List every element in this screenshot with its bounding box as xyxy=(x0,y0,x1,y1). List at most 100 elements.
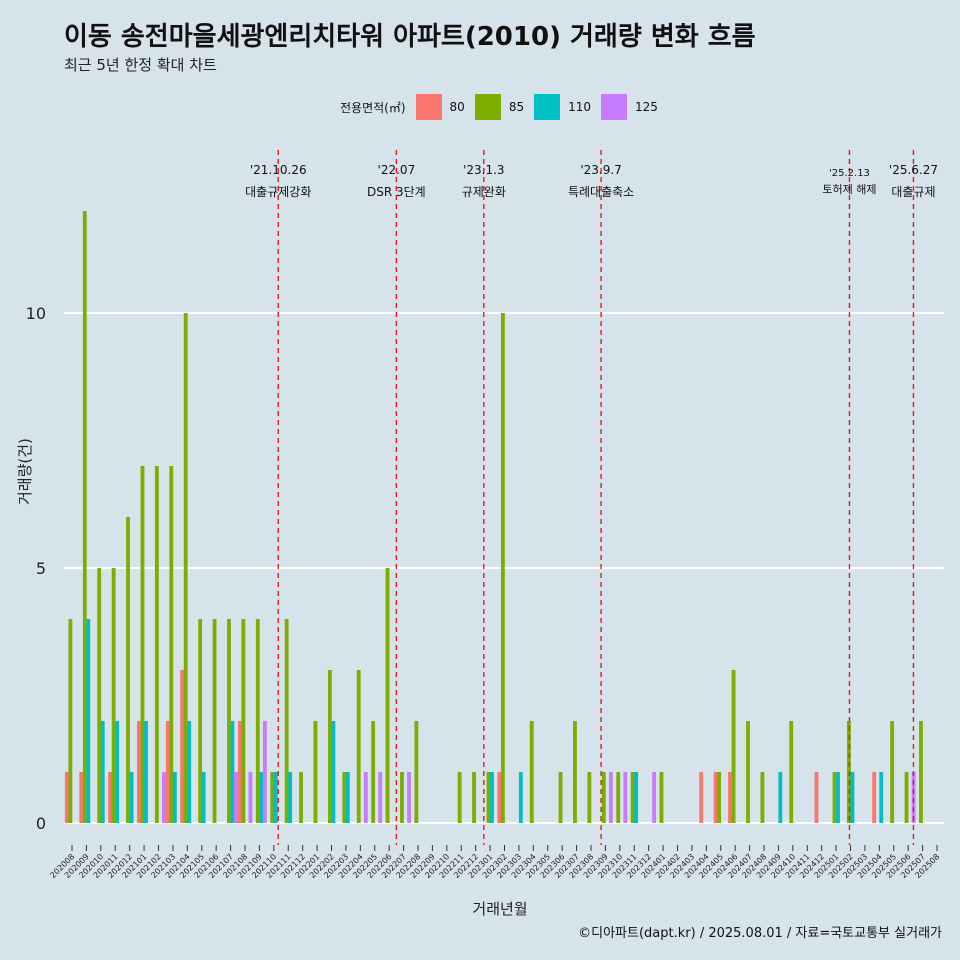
legend: 전용면적(㎡) 80 85 110 125 xyxy=(340,93,668,121)
bar xyxy=(608,772,613,823)
bar xyxy=(400,772,404,823)
chart-title: 이동 송전마을세광엔리치타워 아파트(2010) 거래량 변화 흐름 xyxy=(64,22,756,52)
bar xyxy=(284,619,289,823)
bar xyxy=(746,721,750,823)
bar xyxy=(789,721,794,823)
bar xyxy=(486,772,491,823)
bar xyxy=(717,772,722,823)
y-tick-label: 5 xyxy=(36,559,46,578)
legend-item-125: 125 xyxy=(601,94,658,120)
bar xyxy=(187,721,192,823)
legend-item-80: 80 xyxy=(415,94,465,120)
bar xyxy=(79,772,84,823)
event-text-label: 토허제 해제 xyxy=(822,182,876,196)
event-text-label: 대출규제 xyxy=(891,185,935,199)
legend-label-110: 110 xyxy=(568,100,591,114)
bar xyxy=(385,568,390,823)
bar xyxy=(500,313,505,823)
bar xyxy=(162,772,166,823)
legend-swatch-80 xyxy=(415,94,442,120)
bar xyxy=(248,772,253,823)
bar xyxy=(288,772,293,823)
bar xyxy=(345,772,350,823)
bar xyxy=(407,772,411,823)
legend-label-80: 80 xyxy=(449,100,465,114)
event-text-label: DSR 3단계 xyxy=(367,185,426,199)
bar xyxy=(558,772,563,823)
bar xyxy=(201,772,206,823)
bar xyxy=(778,772,783,823)
bar xyxy=(630,772,635,823)
bar xyxy=(97,568,102,823)
bar xyxy=(850,772,855,823)
bar xyxy=(68,619,73,823)
bar xyxy=(616,772,621,823)
bar xyxy=(115,721,120,823)
bar xyxy=(198,619,203,823)
bar xyxy=(904,772,909,823)
event-date-label: '23.9.7 xyxy=(580,163,621,177)
bar xyxy=(634,772,639,823)
legend-swatch-110 xyxy=(534,94,561,120)
bar xyxy=(836,772,840,823)
bar xyxy=(299,772,303,823)
bar xyxy=(144,721,148,823)
bar xyxy=(270,772,275,823)
chart-subtitle: 최근 5년 한정 확대 차트 xyxy=(64,56,217,74)
bar xyxy=(363,772,368,823)
legend-label-125: 125 xyxy=(635,100,658,114)
bar xyxy=(371,721,376,823)
bar xyxy=(587,772,592,823)
bar xyxy=(111,568,116,823)
bar xyxy=(573,721,577,823)
event-date-label: '25.2.13 xyxy=(829,168,870,179)
event-date-label: '22.07 xyxy=(378,163,416,177)
bar xyxy=(230,721,235,823)
y-axis-label: 거래량(건) xyxy=(16,438,34,505)
bar xyxy=(169,466,174,823)
bar xyxy=(872,772,877,823)
bar xyxy=(180,670,185,823)
bar xyxy=(255,619,260,823)
legend-label-85: 85 xyxy=(508,100,525,114)
bar xyxy=(911,772,916,823)
event-date-label: '23.1.3 xyxy=(463,163,504,177)
bar xyxy=(919,721,923,823)
bar xyxy=(760,772,765,823)
event-date-label: '21.10.26 xyxy=(250,163,307,177)
bar xyxy=(414,721,419,823)
bar xyxy=(82,211,87,823)
bar xyxy=(472,772,476,823)
bar xyxy=(623,772,628,823)
event-text-label: 특례대출축소 xyxy=(568,185,634,199)
bar xyxy=(273,772,278,823)
bar xyxy=(342,772,347,823)
bar xyxy=(601,772,606,823)
bar xyxy=(699,772,704,823)
legend-swatch-125 xyxy=(601,94,627,120)
y-tick-label: 0 xyxy=(36,814,46,833)
bar xyxy=(331,721,336,823)
bar xyxy=(731,670,736,823)
bar xyxy=(262,721,267,823)
bar xyxy=(490,772,494,823)
bar xyxy=(713,772,718,823)
legend-item-110: 110 xyxy=(534,94,591,120)
bar xyxy=(728,772,732,823)
bar xyxy=(652,772,657,823)
bar xyxy=(237,721,242,823)
bar xyxy=(378,772,383,823)
bar xyxy=(814,772,819,823)
bar xyxy=(241,619,246,823)
event-date-label: '25.6.27 xyxy=(889,163,938,177)
legend-title: 전용면적(㎡) xyxy=(340,100,406,115)
bar xyxy=(529,721,534,823)
legend-item-85: 85 xyxy=(474,94,525,120)
bar xyxy=(212,619,217,823)
bar xyxy=(234,772,238,823)
bar xyxy=(129,772,134,823)
y-tick-label: 10 xyxy=(26,304,46,323)
legend-swatch-85 xyxy=(474,94,501,120)
bar xyxy=(259,772,264,823)
